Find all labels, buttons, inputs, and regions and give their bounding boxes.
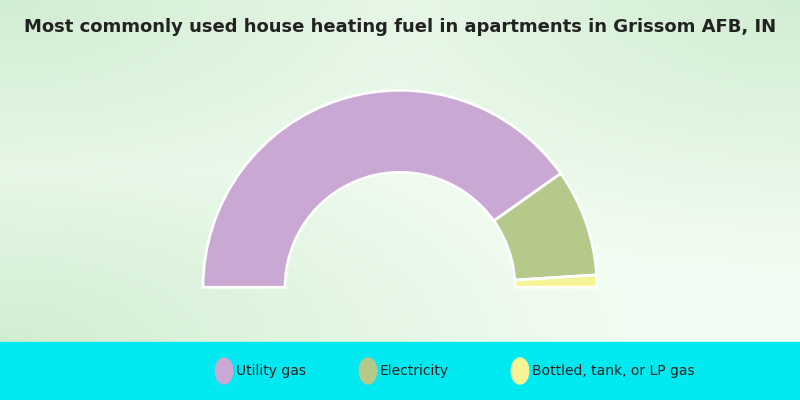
Text: Utility gas: Utility gas <box>236 364 306 378</box>
Ellipse shape <box>215 358 233 384</box>
Text: Most commonly used house heating fuel in apartments in Grissom AFB, IN: Most commonly used house heating fuel in… <box>24 18 776 36</box>
Wedge shape <box>494 174 597 280</box>
Ellipse shape <box>359 358 377 384</box>
Text: Electricity: Electricity <box>380 364 449 378</box>
Wedge shape <box>203 90 561 287</box>
Ellipse shape <box>511 358 529 384</box>
Bar <box>0 342 800 400</box>
Text: Bottled, tank, or LP gas: Bottled, tank, or LP gas <box>532 364 694 378</box>
Wedge shape <box>514 275 597 287</box>
